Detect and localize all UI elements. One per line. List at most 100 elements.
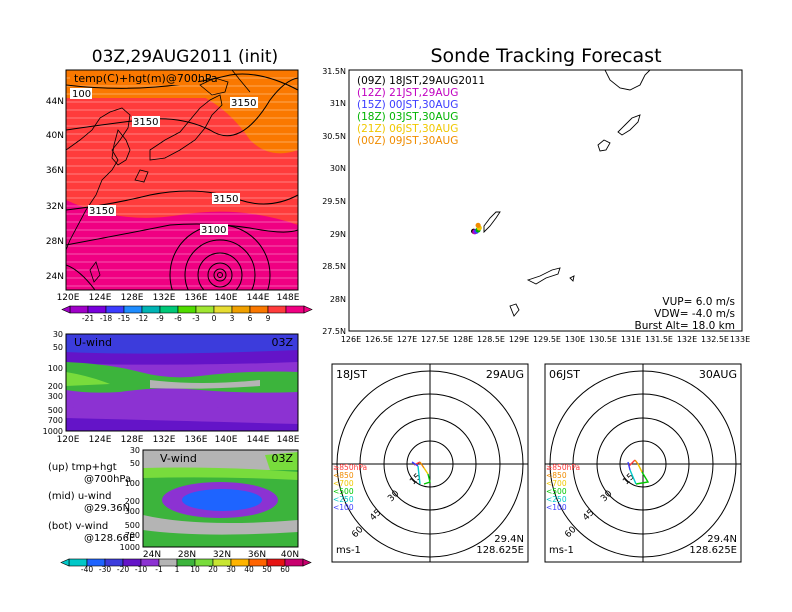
lat-tick: 28N — [46, 237, 64, 247]
colorbar-arrow-right — [303, 305, 313, 314]
colorbar-label: 1 — [175, 565, 180, 574]
pressure-level-label: ≥850hPa — [546, 463, 580, 472]
lat-tick: 24N — [143, 550, 161, 560]
lon-tick: 136E — [185, 293, 208, 303]
pressure-tick: 50 — [53, 343, 63, 352]
hodograph-trace — [627, 459, 650, 485]
colorbar-box — [267, 305, 287, 314]
panel-notes: (up) tmp+hgt @700hPa (mid) u-wind @29.36… — [48, 462, 135, 544]
colorbar-box — [213, 305, 233, 314]
colorbar-label: -1 — [155, 565, 163, 574]
lon-tick: 130.5E — [589, 335, 617, 344]
landing-points — [471, 222, 482, 235]
v-y-ticks: 30 50 100 200 300 500 700 1000 — [120, 446, 140, 552]
colorbar-label: -6 — [174, 314, 182, 323]
hodograph-date: 29AUG — [486, 368, 524, 381]
legend-entry: (12Z) 21JST,29AUG — [357, 87, 458, 99]
colorbar-box — [177, 305, 197, 314]
lon-tick: 131E — [621, 335, 641, 344]
lon-tick: 140E — [215, 293, 238, 303]
burst-altitude: Burst Alt= 18.0 km — [635, 320, 735, 332]
island-coastlines — [483, 70, 651, 317]
pressure-level-label: <500 — [333, 487, 354, 496]
note-bot: (bot) v-wind — [48, 521, 108, 532]
pressure-tick: 30 — [130, 446, 140, 455]
lon-tick: 126E — [341, 335, 361, 344]
map-lon-ticks: 120E 124E 128E 132E 136E 140E 144E 148E — [57, 293, 300, 303]
note-mid: (mid) u-wind — [48, 491, 111, 502]
lat-tick: 30N — [330, 164, 346, 173]
lon-tick: 132E — [677, 335, 697, 344]
wind-colorbar: -40 -30 -20 -10 -1 1 10 20 30 40 50 60 — [60, 558, 312, 574]
pressure-level-label: ≥850hPa — [333, 463, 367, 472]
colorbar-label: 6 — [248, 314, 253, 323]
contour-label: 100 — [72, 89, 91, 100]
pressure-tick: 300 — [48, 392, 63, 401]
lon-tick: 129E — [509, 335, 529, 344]
colorbar-arrow-left — [61, 305, 71, 314]
lon-tick: 148E — [277, 293, 300, 303]
contour-label: 3150 — [133, 117, 158, 128]
lon-tick: 132E — [153, 435, 176, 445]
lon-tick: 144E — [247, 435, 270, 445]
colorbar-box — [285, 305, 305, 314]
lat-tick: 31.5N — [322, 67, 346, 76]
lon-tick: 128.5E — [477, 335, 505, 344]
lon-tick: 124E — [89, 293, 112, 303]
contour-label: 3100 — [201, 225, 226, 236]
pressure-tick: 30 — [53, 330, 63, 339]
landing-point — [475, 222, 481, 228]
pressure-legend: ≥850hPa <850 <700 <500 <250 <100 — [546, 463, 580, 512]
v-wind-label: V-wind — [160, 452, 197, 465]
colorbar-label: 60 — [280, 565, 290, 574]
height-contours — [66, 73, 298, 290]
lon-tick: 128E — [453, 335, 473, 344]
colorbar-label: -15 — [118, 314, 130, 323]
pressure-level-label: <500 — [546, 487, 567, 496]
lat-tick: 29.5N — [322, 197, 346, 206]
colorbar-arrow-left — [60, 558, 70, 567]
lon-tick: 133E — [730, 335, 750, 344]
hodograph-lat: 29.4N — [707, 534, 737, 545]
lon-tick: 124E — [89, 435, 112, 445]
lon-tick: 128E — [121, 293, 144, 303]
pressure-tick: 50 — [130, 459, 140, 468]
lon-tick: 130E — [565, 335, 585, 344]
lat-tick: 28N — [330, 295, 346, 304]
hodograph-18jst: 18JST 29AUG 15 30 45 60 ≥850hPa <850 <70… — [331, 363, 529, 563]
colorbar-label: 40 — [244, 565, 254, 574]
colorbar-label: 3 — [230, 314, 235, 323]
pressure-tick: 1000 — [120, 543, 140, 552]
hodograph-lat: 29.4N — [494, 534, 524, 545]
right-title: Sonde Tracking Forecast — [430, 45, 661, 67]
lat-tick: 36N — [46, 166, 64, 176]
note-up: (up) tmp+hgt — [48, 462, 117, 473]
lon-tick: 120E — [57, 293, 80, 303]
pressure-tick: 300 — [125, 507, 140, 516]
legend-entry: (15Z) 00JST,30AUG — [357, 99, 458, 111]
lon-tick: 120E — [57, 435, 80, 445]
lon-tick: 127.5E — [421, 335, 449, 344]
colorbar-box — [141, 305, 161, 314]
colorbar-box — [123, 305, 143, 314]
colorbar-box — [159, 305, 179, 314]
pressure-tick: 500 — [48, 406, 63, 415]
pressure-level-label: <100 — [546, 503, 567, 512]
colorbar-arrow-right — [302, 558, 312, 567]
colorbar-box — [105, 305, 125, 314]
v-wind-time: 03Z — [271, 452, 293, 465]
lat-tick: 32N — [213, 550, 231, 560]
pressure-tick: 200 — [125, 497, 140, 506]
colorbar-label: -40 — [81, 565, 93, 574]
lat-tick: 44N — [46, 97, 64, 107]
pressure-level-label: <250 — [546, 495, 567, 504]
hodograph-lon: 128.625E — [476, 545, 524, 556]
pressure-tick: 100 — [125, 479, 140, 488]
map-label: temp(C)+hgt(m)@700hPa — [74, 72, 218, 85]
temperature-colorbar: -21 -18 -15 -12 -9 -6 -3 0 3 6 9 — [61, 305, 313, 323]
note-bot-lon: @128.66E — [84, 533, 135, 544]
pressure-tick: 100 — [48, 364, 63, 373]
lon-tick: 131.5E — [645, 335, 673, 344]
colorbar-label: 20 — [208, 565, 218, 574]
lat-tick: 36N — [248, 550, 266, 560]
